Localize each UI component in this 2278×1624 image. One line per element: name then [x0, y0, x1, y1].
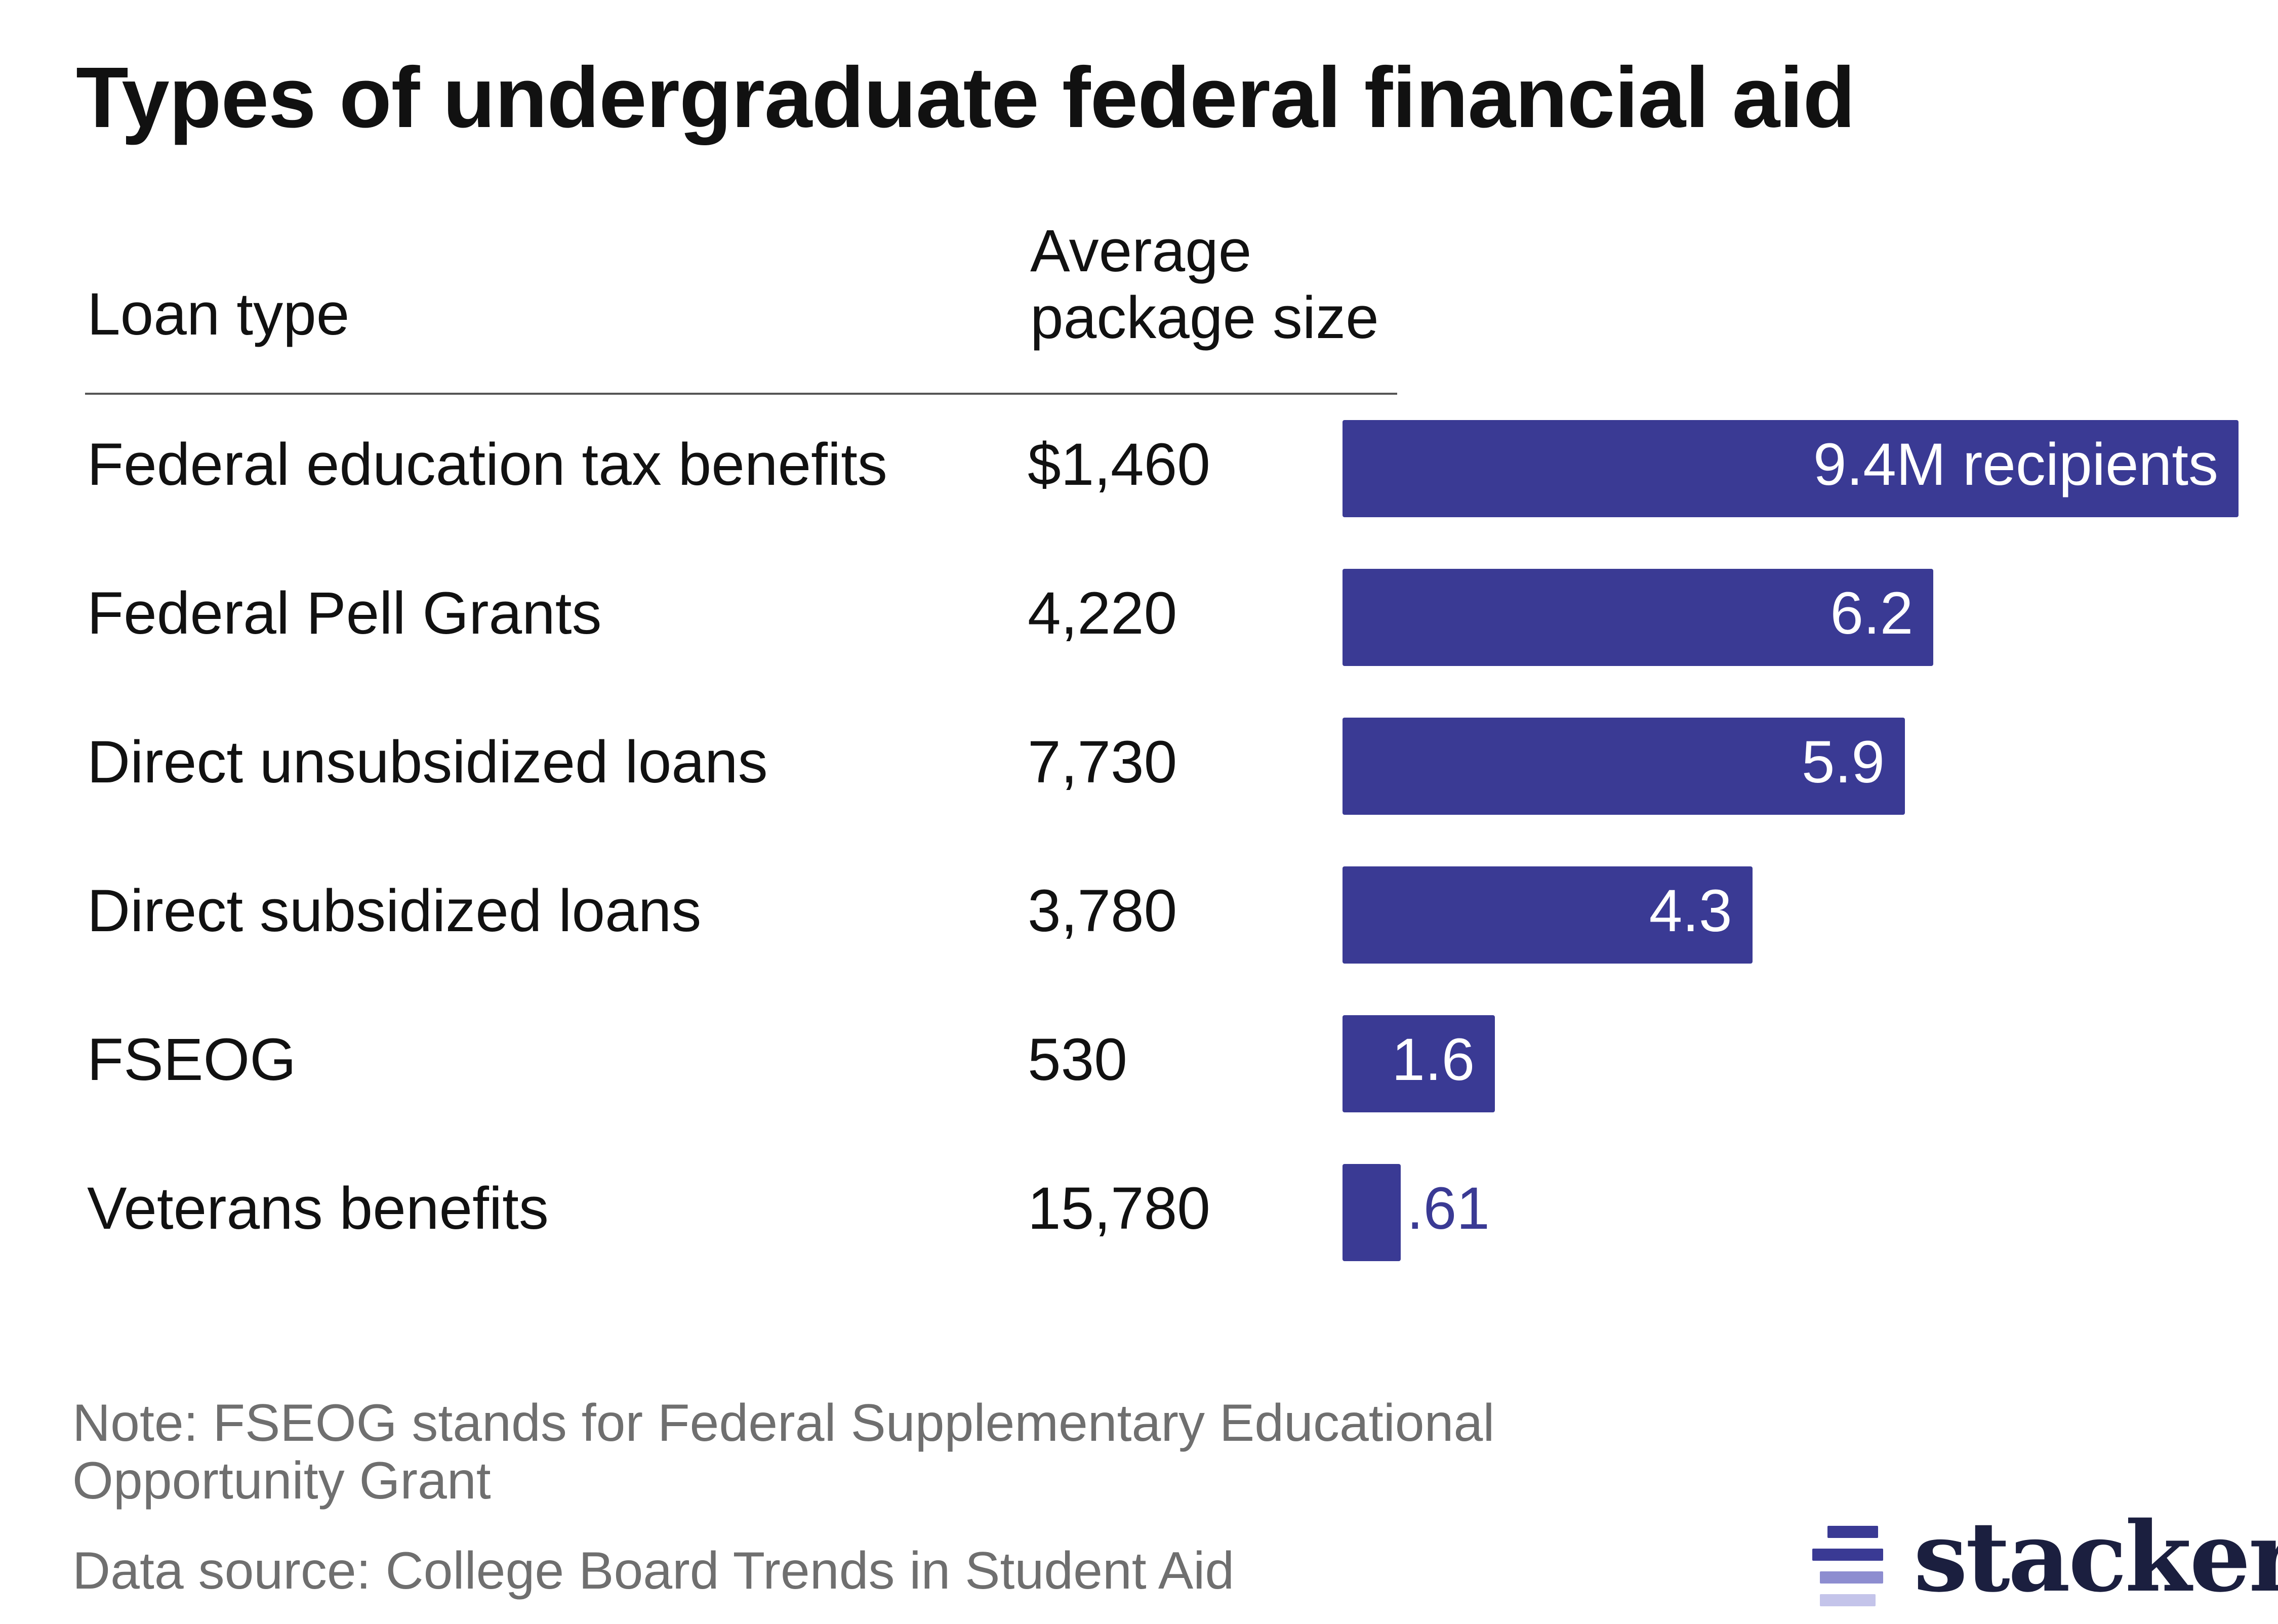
bar — [1343, 718, 1905, 815]
stacker-logo-icon — [1812, 1526, 1888, 1612]
bar-value-label: 6.2 — [1830, 580, 1914, 647]
bar — [1343, 420, 2239, 517]
column-header-average-line2: package size — [1030, 284, 1379, 352]
bar-value-label: 5.9 — [1801, 729, 1885, 796]
bar — [1343, 569, 1934, 666]
average-package-value: $1,460 — [1028, 431, 1210, 498]
bar-value-label: 1.6 — [1392, 1026, 1475, 1093]
category-label: Federal Pell Grants — [87, 580, 602, 647]
bar — [1343, 866, 1753, 964]
column-header-average-package: Average package size — [1030, 218, 1379, 351]
bar-value-label: .61 — [1406, 1175, 1490, 1242]
stacker-logo-text: stacker — [1914, 1501, 2278, 1613]
average-package-value: 4,220 — [1028, 580, 1177, 647]
logo-stripe — [1812, 1549, 1883, 1561]
logo-stripe — [1820, 1594, 1876, 1606]
category-label: Veterans benefits — [87, 1175, 549, 1242]
average-package-value: 530 — [1028, 1026, 1127, 1093]
bar-value-label: 4.3 — [1649, 878, 1732, 944]
average-package-value: 15,780 — [1028, 1175, 1210, 1242]
average-package-value: 7,730 — [1028, 729, 1177, 796]
chart-title: Types of undergraduate federal financial… — [76, 50, 1855, 146]
category-label: FSEOG — [87, 1026, 297, 1093]
column-header-average-line1: Average — [1030, 218, 1252, 284]
category-label: Federal education tax benefits — [87, 431, 887, 498]
bar-value-label: 9.4M recipients — [1813, 431, 2218, 498]
logo-stripe — [1827, 1526, 1878, 1538]
bar — [1343, 1015, 1495, 1112]
bar — [1343, 1164, 1401, 1261]
data-source: Data source: College Board Trends in Stu… — [72, 1542, 1235, 1600]
stacker-logo: stacker — [1812, 1501, 2278, 1613]
category-label: Direct unsubsidized loans — [87, 729, 768, 796]
category-label: Direct subsidized loans — [87, 878, 702, 944]
logo-stripe — [1820, 1571, 1883, 1584]
footnote: Note: FSEOG stands for Federal Supplemen… — [72, 1394, 1495, 1511]
column-header-loan-type: Loan type — [87, 281, 350, 348]
average-package-value: 3,780 — [1028, 878, 1177, 944]
header-divider — [85, 393, 1397, 395]
